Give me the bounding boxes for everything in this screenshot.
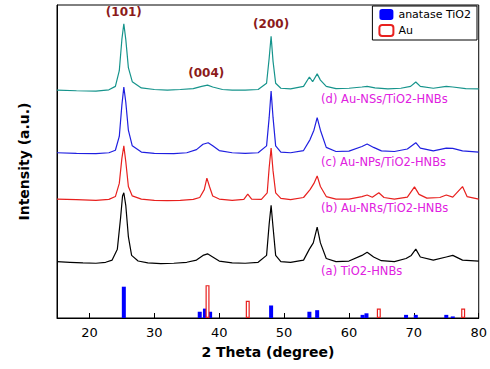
svg-text:50: 50 <box>276 325 293 340</box>
svg-text:2 Theta (degree): 2 Theta (degree) <box>201 344 334 360</box>
svg-text:anatase TiO2: anatase TiO2 <box>398 8 471 21</box>
svg-text:(b) Au-NRs/TiO2-HNBs: (b) Au-NRs/TiO2-HNBs <box>321 201 448 215</box>
svg-text:60: 60 <box>341 325 358 340</box>
svg-text:(d) Au-NSs/TiO2-HNBs: (d) Au-NSs/TiO2-HNBs <box>321 92 448 106</box>
svg-text:30: 30 <box>146 325 163 340</box>
svg-text:70: 70 <box>406 325 423 340</box>
svg-text:Au: Au <box>398 24 413 37</box>
svg-text:80: 80 <box>470 325 487 340</box>
svg-text:(101): (101) <box>106 5 142 19</box>
svg-text:(a) TiO2-HNBs: (a) TiO2-HNBs <box>321 264 402 278</box>
svg-text:20: 20 <box>81 325 98 340</box>
svg-text:(004): (004) <box>188 66 224 80</box>
svg-text:40: 40 <box>211 325 228 340</box>
svg-text:(c) Au-NPs/TiO2-HNBs: (c) Au-NPs/TiO2-HNBs <box>321 155 446 169</box>
svg-text:(200): (200) <box>253 17 289 31</box>
svg-text:Intensity (a.u.): Intensity (a.u.) <box>16 102 32 220</box>
